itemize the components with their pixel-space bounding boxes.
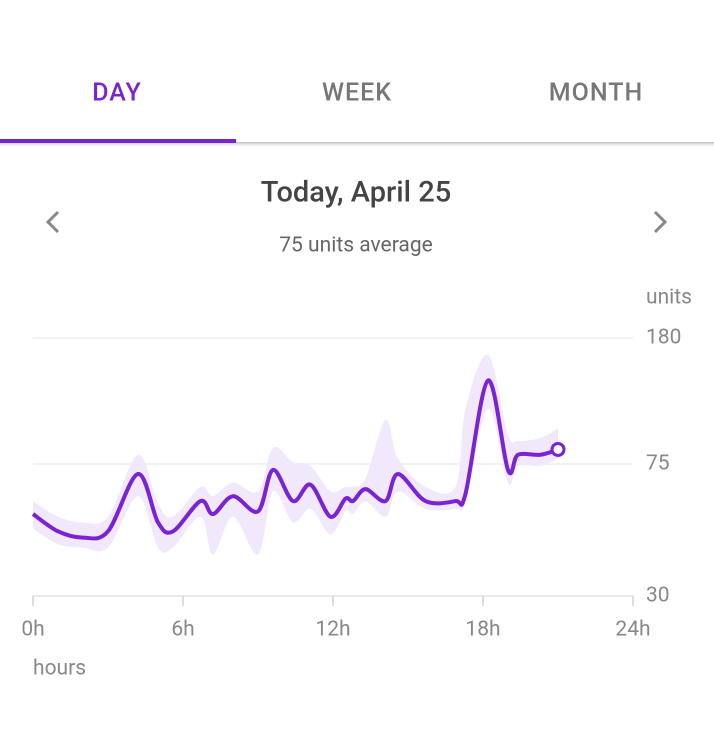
x-tick-label: 24h [615,618,650,642]
tab-month[interactable]: MONTH [549,79,643,108]
x-tick-label: 6h [171,618,194,642]
chart-title: Today, April 25 [261,176,451,210]
tab-week[interactable]: WEEK [322,79,392,108]
tab-indicator [0,139,236,143]
next-button[interactable] [653,210,668,234]
x-tick-label: 0h [21,618,44,642]
x-tick-label: 18h [465,618,500,642]
range-band [33,354,558,555]
x-axis-label: hours [33,657,86,681]
y-tick-label: 180 [646,326,681,350]
y-axis-label: units [646,286,692,310]
prev-button[interactable] [45,210,60,234]
tab-shadow [0,142,714,148]
last-point [550,441,566,457]
y-tick-label: 30 [646,584,670,608]
x-tick-label: 12h [315,618,350,642]
line [31,378,559,541]
y-tick-label: 75 [646,452,670,476]
chart-subtitle: 75 units average [279,234,433,258]
tab-day[interactable]: DAY [92,79,142,108]
